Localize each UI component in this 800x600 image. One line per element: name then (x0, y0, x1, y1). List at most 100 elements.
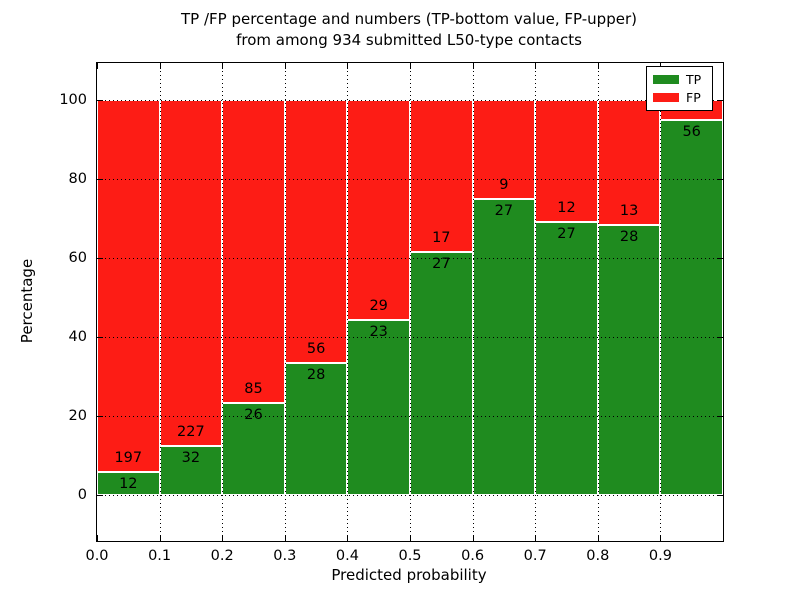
fp-count-label: 29 (369, 298, 388, 315)
fp-count-label: 9 (499, 176, 509, 193)
tp-count-label: 56 (682, 124, 701, 141)
x-tick-mark (472, 535, 474, 541)
x-tick-label: 0.8 (586, 548, 610, 564)
x-tick-mark (535, 535, 537, 541)
vertical-gridline (660, 63, 662, 541)
y-tick-mark (97, 416, 103, 417)
tp-count-label: 28 (619, 229, 639, 246)
tp-bar-segment (660, 120, 723, 495)
y-tick-mark (97, 337, 103, 338)
tp-count-label: 27 (494, 202, 514, 219)
x-tick-mark (347, 535, 349, 541)
y-tick-mark (97, 100, 103, 101)
legend-entry-label: FP (686, 90, 701, 105)
y-tick-mark (717, 100, 723, 101)
x-tick-mark (284, 535, 286, 541)
vertical-gridline (222, 63, 224, 541)
chart-title: TP /FP percentage and numbers (TP-bottom… (96, 9, 722, 51)
legend-entry: FP (653, 91, 706, 104)
vertical-gridline (347, 63, 349, 541)
fp-bar-segment (222, 100, 285, 403)
x-tick-mark (159, 535, 161, 541)
x-tick-label: 0.9 (648, 548, 672, 564)
tp-bar-segment (222, 402, 285, 495)
x-tick-mark (97, 63, 98, 69)
y-tick-label: 0 (77, 487, 87, 503)
x-tick-label: 0.1 (148, 548, 172, 564)
tp-legend-swatch (653, 75, 679, 84)
y-tick-label: 20 (68, 408, 87, 424)
x-tick-mark (660, 535, 662, 541)
legend-entry: TP (653, 73, 706, 86)
y-tick-mark (97, 495, 103, 496)
tp-bar-segment (97, 472, 160, 495)
x-tick-mark (597, 63, 599, 69)
fp-bar-segment (535, 100, 598, 222)
y-tick-mark (97, 258, 103, 259)
fp-bar-segment (97, 100, 160, 473)
fp-bar-segment (284, 100, 348, 364)
vertical-gridline (597, 63, 599, 541)
tp-bar-segment (472, 198, 536, 495)
tp-count-label: 26 (244, 406, 263, 423)
x-tick-mark (535, 63, 537, 69)
tp-bar-segment (347, 320, 410, 495)
y-tick-mark (717, 258, 723, 259)
vertical-gridline (159, 63, 161, 541)
y-tick-mark (717, 416, 723, 417)
legend-entry-label: TP (686, 72, 702, 87)
fp-count-label: 13 (619, 203, 639, 220)
y-tick-label: 40 (68, 329, 87, 345)
fp-count-label: 227 (177, 424, 205, 441)
fp-count-label: 12 (557, 199, 576, 216)
fp-count-label: 197 (114, 450, 143, 467)
tp-count-label: 27 (557, 225, 576, 242)
x-axis-label: Predicted probability (331, 566, 487, 584)
y-tick-label: 60 (68, 250, 87, 266)
fp-legend-swatch (653, 93, 679, 102)
tp-count-label: 32 (181, 450, 201, 467)
vertical-gridline (410, 63, 411, 541)
vertical-gridline (472, 63, 474, 541)
x-tick-mark (284, 63, 286, 69)
fp-bar-segment (159, 100, 223, 447)
tp-bar-segment (159, 446, 223, 495)
x-tick-mark (97, 535, 98, 541)
y-tick-label: 80 (68, 171, 87, 187)
fp-count-label: 17 (432, 230, 451, 247)
tp-bar-segment (597, 225, 661, 495)
chart-title-line2: from among 934 submitted L50-type contac… (236, 31, 582, 49)
x-tick-mark (410, 63, 411, 69)
fp-count-label: 56 (306, 341, 326, 358)
x-tick-mark (222, 63, 224, 69)
tp-count-label: 23 (369, 324, 388, 341)
tp-count-label: 28 (306, 367, 326, 384)
fp-bar-segment (347, 100, 410, 321)
x-tick-label: 0.2 (210, 548, 234, 564)
x-tick-label: 0.6 (461, 548, 485, 564)
vertical-gridline (535, 63, 537, 541)
x-tick-mark (472, 63, 474, 69)
x-tick-mark (597, 535, 599, 541)
x-tick-mark (222, 535, 224, 541)
vertical-gridline (284, 63, 286, 541)
y-tick-mark (717, 495, 723, 496)
plot-area: 0.0 0.1 0.2 0.3 0.4 0.5 0.6 0.7 0.8 0.9 0 20 40 60 80 1… (59, 62, 724, 564)
x-tick-label: 0.7 (523, 548, 547, 564)
x-tick-mark (159, 63, 161, 69)
x-tick-label: 0.5 (398, 548, 422, 564)
x-tick-label: 0.4 (335, 548, 359, 564)
y-tick-label: 100 (59, 92, 87, 108)
x-tick-mark (410, 535, 411, 541)
y-axis-label: Percentage (18, 258, 36, 344)
y-tick-mark (717, 179, 723, 180)
chart-title-line1: TP /FP percentage and numbers (TP-bottom… (181, 10, 637, 28)
legend: TP FP (646, 66, 713, 111)
x-tick-mark (347, 63, 349, 69)
tp-bar-segment (410, 252, 473, 495)
x-tick-label: 0.3 (273, 548, 297, 564)
tp-bar-segment (535, 221, 598, 495)
fp-count-label: 85 (244, 380, 263, 397)
x-tick-label: 0.0 (85, 548, 109, 564)
